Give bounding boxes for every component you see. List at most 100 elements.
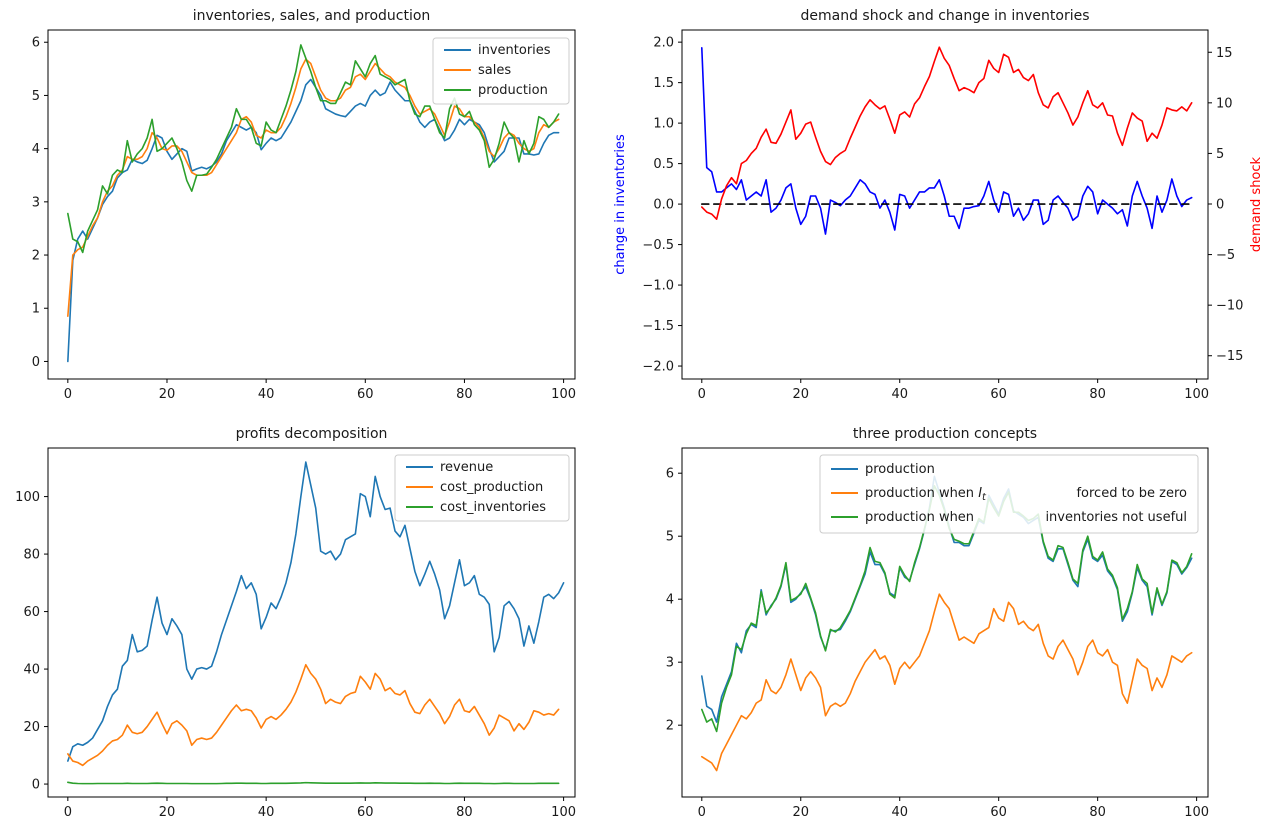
legend-label: production bbox=[478, 83, 548, 98]
axes-frame bbox=[47, 29, 576, 380]
y-tick-label: 40 bbox=[23, 663, 40, 678]
axes-frame bbox=[681, 447, 1209, 798]
series-line-change-in-inventories bbox=[700, 47, 1193, 235]
x-tick-label: 0 bbox=[698, 805, 706, 820]
y-tick-label: 3 bbox=[32, 195, 40, 210]
series-line-demand-shock bbox=[700, 46, 1193, 220]
legend-label: production when bbox=[865, 510, 974, 525]
series-line-revenue bbox=[67, 461, 565, 762]
x-tick-label: 40 bbox=[891, 805, 908, 820]
right-y-tick-label: −10 bbox=[1216, 299, 1243, 314]
demand_shock_change_inventories-svg: 0 20 40 60 80 100 2.0 1.5 1.0 0.5 0.0 −0.5 −1.0 −1.5 −… bbox=[613, 8, 1264, 402]
right-y-tick-label: 10 bbox=[1216, 96, 1233, 111]
chart-title: three production concepts bbox=[853, 426, 1037, 442]
legend: revenue cost_production cost_inventories bbox=[394, 454, 570, 522]
inventories_sales_production-svg: 0 20 40 60 80 100 0 1 2 3 4 5 6 inventories, sales, a… bbox=[32, 8, 576, 402]
chart-title: demand shock and change in inventories bbox=[800, 8, 1089, 24]
x-tick-label: 0 bbox=[64, 805, 72, 820]
series-line-sales bbox=[67, 58, 560, 318]
x-tick-label: 60 bbox=[357, 805, 374, 820]
right-axis-label: demand shock bbox=[1249, 156, 1264, 252]
legend-label: production bbox=[865, 462, 935, 477]
legend: inventories sales production bbox=[432, 37, 570, 105]
legend: production production when It forced to be… bbox=[819, 454, 1199, 534]
y-tick-label: 4 bbox=[32, 142, 40, 157]
x-tick-label: 20 bbox=[792, 387, 809, 402]
x-tick-label: 100 bbox=[551, 805, 576, 820]
right-y-tick-label: 5 bbox=[1216, 147, 1224, 162]
y-tick-label: 3 bbox=[666, 656, 674, 671]
chart-title: profits decomposition bbox=[236, 426, 388, 442]
y-tick-label: 1 bbox=[32, 302, 40, 317]
legend-box bbox=[432, 37, 570, 105]
y-tick-label: 0 bbox=[32, 778, 40, 793]
y-tick-label: 2 bbox=[666, 719, 674, 734]
y-tick-label: −1.5 bbox=[642, 319, 674, 334]
series-line-production-when-i_t-forced-to-be-zero bbox=[700, 593, 1193, 772]
x-tick-label: 100 bbox=[551, 387, 576, 402]
subplot-profits-decomposition: 0 20 40 60 80 100 0 20 40 60 80 100 profits decompos… bbox=[15, 426, 576, 820]
series-line-inventories bbox=[67, 78, 560, 363]
y-tick-label: 5 bbox=[666, 530, 674, 545]
x-tick-label: 40 bbox=[891, 387, 908, 402]
x-tick-label: 60 bbox=[990, 805, 1007, 820]
legend-label: sales bbox=[478, 63, 511, 78]
y-tick-label: −2.0 bbox=[642, 360, 674, 375]
right-y-tick-label: 0 bbox=[1216, 197, 1224, 212]
x-tick-label: 60 bbox=[990, 387, 1007, 402]
y-tick-label: 0.5 bbox=[653, 157, 674, 172]
y-tick-label: 6 bbox=[32, 36, 40, 51]
subplot-three-production-concepts: 0 20 40 60 80 100 2 3 4 5 6 three production concep… bbox=[666, 426, 1209, 820]
right-y-tick-label: −5 bbox=[1216, 248, 1235, 263]
x-tick-label: 0 bbox=[64, 387, 72, 402]
x-tick-label: 40 bbox=[258, 805, 275, 820]
legend-label: production when It bbox=[865, 486, 987, 503]
x-tick-label: 40 bbox=[258, 387, 275, 402]
legend-label-right: inventories not useful bbox=[1045, 510, 1187, 525]
y-tick-label: 100 bbox=[15, 490, 40, 505]
profits_decomposition-svg: 0 20 40 60 80 100 0 20 40 60 80 100 profits decompos… bbox=[15, 426, 576, 820]
y-tick-label: 1.5 bbox=[653, 76, 674, 91]
x-tick-label: 80 bbox=[1089, 387, 1106, 402]
x-tick-label: 100 bbox=[1184, 387, 1209, 402]
x-tick-label: 80 bbox=[456, 805, 473, 820]
series-line-production bbox=[67, 44, 560, 254]
x-tick-label: 20 bbox=[159, 805, 176, 820]
right-y-tick-label: −15 bbox=[1216, 349, 1243, 364]
legend-label: inventories bbox=[478, 43, 551, 58]
y-tick-label: −1.0 bbox=[642, 279, 674, 294]
y-tick-label: 60 bbox=[23, 605, 40, 620]
legend-box bbox=[394, 454, 570, 522]
y-tick-label: 2.0 bbox=[653, 36, 674, 51]
x-tick-label: 20 bbox=[792, 805, 809, 820]
y-tick-label: 20 bbox=[23, 720, 40, 735]
y-tick-label: −0.5 bbox=[642, 238, 674, 253]
chart-title: inventories, sales, and production bbox=[193, 8, 431, 24]
subplot-demand-shock-change-in-inventories: 0 20 40 60 80 100 2.0 1.5 1.0 0.5 0.0 −0.5 −1.0 −1.5 −… bbox=[613, 8, 1264, 402]
y-tick-label: 1.0 bbox=[653, 117, 674, 132]
series-line-cost_inventories bbox=[67, 781, 560, 785]
x-tick-label: 100 bbox=[1184, 805, 1209, 820]
axes-frame bbox=[47, 447, 576, 798]
legend-box bbox=[819, 454, 1199, 534]
left-axis-label: change in inventories bbox=[613, 134, 628, 275]
legend-label: cost_inventories bbox=[440, 500, 546, 515]
y-tick-label: 6 bbox=[666, 467, 674, 482]
x-tick-label: 80 bbox=[1089, 805, 1106, 820]
subplot-inventories-sales-production: 0 20 40 60 80 100 0 1 2 3 4 5 6 inventories, sales, a… bbox=[32, 8, 576, 402]
y-tick-label: 4 bbox=[666, 593, 674, 608]
legend-label-right: forced to be zero bbox=[1076, 486, 1187, 501]
three_production_concepts-svg: 0 20 40 60 80 100 2 3 4 5 6 three production concep… bbox=[666, 426, 1209, 820]
y-tick-label: 2 bbox=[32, 249, 40, 264]
x-tick-label: 20 bbox=[159, 387, 176, 402]
legend-label: revenue bbox=[440, 460, 493, 475]
y-tick-label: 0.0 bbox=[653, 198, 674, 213]
y-tick-label: 0 bbox=[32, 355, 40, 370]
series-line-cost_production bbox=[67, 663, 560, 767]
right-y-tick-label: 15 bbox=[1216, 46, 1233, 61]
y-tick-label: 5 bbox=[32, 89, 40, 104]
x-tick-label: 60 bbox=[357, 387, 374, 402]
x-tick-label: 80 bbox=[456, 387, 473, 402]
legend-label: cost_production bbox=[440, 480, 543, 495]
